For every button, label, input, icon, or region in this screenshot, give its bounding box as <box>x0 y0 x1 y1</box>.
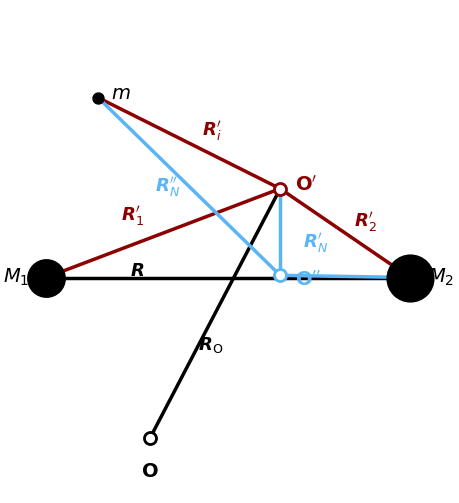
Point <box>42 274 50 282</box>
Text: $\boldsymbol{R}_2'$: $\boldsymbol{R}_2'$ <box>353 210 376 234</box>
Point <box>406 274 413 282</box>
Text: $\boldsymbol{R}$: $\boldsymbol{R}$ <box>129 262 144 280</box>
Text: $\boldsymbol{R}_N''$: $\boldsymbol{R}_N''$ <box>155 176 179 199</box>
Text: $M_2$: $M_2$ <box>426 267 453 288</box>
Text: $\boldsymbol{R}_1'$: $\boldsymbol{R}_1'$ <box>121 204 144 228</box>
Text: $M_1$: $M_1$ <box>3 267 28 288</box>
Text: $\mathbf{O'}$: $\mathbf{O'}$ <box>295 175 317 194</box>
Text: $\boldsymbol{R}_N'$: $\boldsymbol{R}_N'$ <box>302 231 328 255</box>
Point <box>146 434 153 442</box>
Text: $\boldsymbol{R}_i'$: $\boldsymbol{R}_i'$ <box>202 120 221 144</box>
Text: $\mathbf{O''}$: $\mathbf{O''}$ <box>295 270 321 290</box>
Point <box>276 271 283 279</box>
Text: $m$: $m$ <box>111 84 130 103</box>
Text: $\boldsymbol{R}_{\mathrm{O}}$: $\boldsymbol{R}_{\mathrm{O}}$ <box>197 334 223 355</box>
Text: $\mathbf{O}$: $\mathbf{O}$ <box>141 462 158 481</box>
Point <box>276 185 283 193</box>
Point <box>94 94 101 102</box>
